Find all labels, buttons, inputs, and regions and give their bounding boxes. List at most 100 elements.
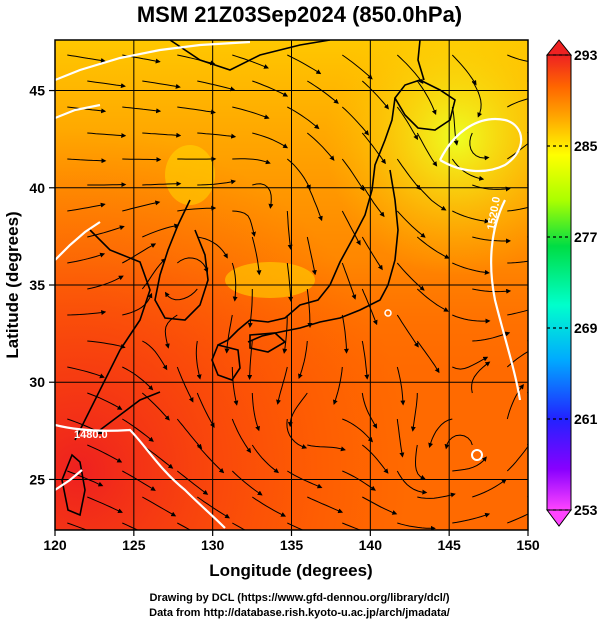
streamline [342, 54, 373, 80]
streamline [67, 202, 106, 212]
streamline [286, 158, 311, 190]
colorbar-tick-label: 253 [574, 502, 598, 518]
streamline [122, 200, 161, 212]
streamline [396, 418, 405, 458]
streamline [469, 132, 490, 161]
streamline [87, 275, 124, 290]
x-tick-label: 145 [437, 537, 461, 553]
streamline [507, 143, 528, 160]
streamline [164, 314, 178, 349]
streamline [87, 225, 125, 238]
streamline [251, 236, 262, 276]
streamline [287, 470, 323, 489]
streamline [87, 496, 123, 514]
streamline [416, 236, 450, 259]
coast-taiwan [61, 453, 86, 517]
streamline [276, 366, 288, 405]
streamline [122, 418, 154, 442]
streamline [416, 340, 440, 374]
x-tick-label: 135 [280, 537, 304, 553]
streamline [306, 288, 313, 328]
colorbar-tick-label: 269 [574, 320, 598, 336]
streamline [122, 522, 139, 530]
streamline [396, 54, 424, 85]
streamline [197, 496, 230, 519]
y-tick-label: 25 [29, 471, 45, 487]
coast-sakhalin [417, 40, 425, 81]
streamline [472, 288, 512, 294]
streamline [197, 179, 237, 186]
y-tick-label: 30 [29, 374, 45, 390]
coast-russia-mainland [169, 40, 331, 71]
streamline [67, 158, 107, 164]
streamline [472, 478, 507, 498]
streamline [307, 444, 346, 452]
streamline [176, 366, 194, 403]
streamline [286, 262, 294, 302]
coast-ryukyu [99, 391, 161, 431]
x-axis-title: Longitude (degrees) [209, 561, 372, 580]
streamline [164, 288, 198, 301]
x-tick-label: 130 [201, 537, 225, 553]
contour-north-1 [55, 40, 251, 82]
streamline [452, 262, 490, 275]
streamline [142, 340, 168, 371]
streamline [247, 340, 253, 380]
streamline [122, 366, 154, 391]
streamline [451, 54, 477, 86]
streamline [142, 496, 177, 517]
streamline [197, 132, 237, 139]
streamline [252, 80, 289, 97]
streamline [397, 522, 436, 530]
streamline [177, 522, 192, 530]
contour-sw-2 [55, 469, 83, 491]
streamline [141, 258, 167, 290]
streamline [252, 132, 289, 149]
streamline [67, 470, 104, 487]
streamline [231, 470, 263, 496]
typhoon-center [384, 309, 483, 461]
streamline [396, 106, 419, 141]
contour-east-1520 [490, 199, 522, 401]
colorbar-ticks: 293 285 277 269 261 253 [547, 47, 598, 518]
credit-data-source: Data from http://database.rish.kyoto-u.a… [149, 607, 450, 619]
colorbar-tick-label: 293 [574, 47, 598, 63]
streamline [142, 181, 182, 187]
streamline [414, 444, 426, 480]
streamline [362, 496, 398, 515]
y-axis-ticks: 25 30 35 40 45 [29, 83, 55, 487]
streamline [507, 260, 528, 264]
streamline [452, 314, 491, 324]
streamline [361, 236, 383, 271]
streamline [341, 158, 365, 192]
streamline [177, 54, 216, 66]
streamline [197, 236, 228, 259]
y-tick-label: 35 [29, 277, 45, 293]
streamline [396, 262, 425, 291]
streamline [361, 392, 378, 429]
streamline [232, 106, 270, 120]
streamline [122, 470, 156, 491]
streamline [471, 80, 483, 118]
streamline [396, 158, 421, 191]
streamline [361, 444, 389, 474]
streamline [176, 470, 209, 495]
streamline [361, 340, 370, 380]
wind-streamlines [67, 54, 528, 530]
streamline [507, 513, 528, 524]
streamline [67, 106, 107, 114]
streamline [452, 512, 491, 524]
streamline [428, 418, 453, 448]
height-contours [55, 40, 523, 529]
streamline [471, 361, 491, 394]
y-axis-title: Latitude (degrees) [3, 211, 22, 358]
y-tick-label: 40 [29, 180, 45, 196]
streamline [472, 184, 511, 192]
coast-shikoku [249, 332, 287, 353]
streamline [287, 392, 308, 428]
streamline [332, 366, 343, 405]
streamline [231, 262, 238, 302]
coast-china-east [74, 229, 151, 441]
streamline [231, 418, 252, 454]
streamline [87, 340, 126, 349]
